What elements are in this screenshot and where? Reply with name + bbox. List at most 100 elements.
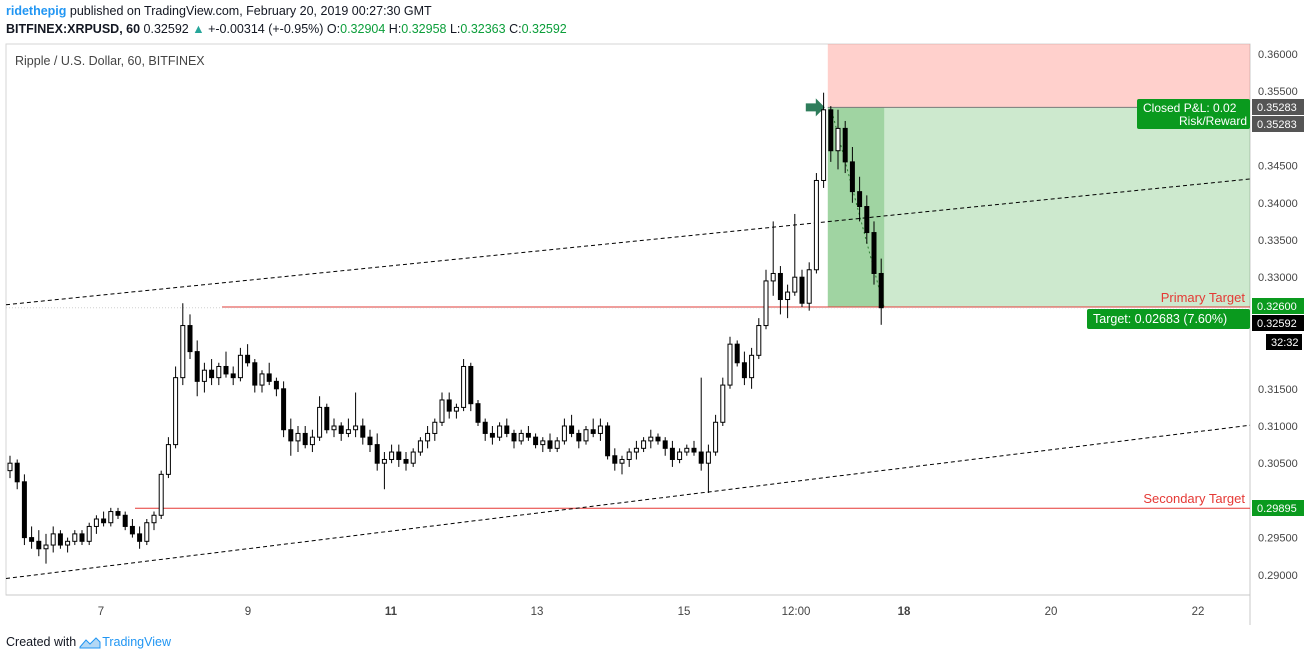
x-tick-label: 12:00 (782, 606, 811, 618)
candle (295, 426, 301, 453)
candle-body (122, 514, 128, 527)
stop-loss-zone[interactable] (827, 44, 1250, 108)
candle-body (453, 406, 459, 412)
published-text: published on TradingView.com, February 2… (66, 4, 432, 18)
candle (533, 433, 539, 449)
candle-body (309, 436, 315, 446)
candle (345, 418, 351, 438)
x-tick-label: 18 (898, 606, 911, 618)
candle (504, 418, 510, 438)
candle-body (137, 533, 143, 542)
candle (489, 426, 495, 445)
candle-body (475, 403, 481, 423)
candle (158, 470, 164, 519)
candle (57, 530, 63, 549)
candle-body (432, 421, 438, 434)
candle (741, 351, 747, 386)
tradingview-link[interactable]: TradingView (102, 635, 171, 649)
candle-body (439, 399, 445, 423)
target-label[interactable]: Target: 0.02683 (7.60%) (1087, 309, 1250, 329)
candle (569, 414, 575, 438)
candle (216, 362, 222, 386)
candle (619, 455, 625, 475)
candle-body (165, 444, 171, 475)
y-tick-label: 0.36000 (1258, 49, 1298, 61)
candle (50, 526, 56, 553)
candle-body (209, 369, 215, 379)
candle-body (662, 440, 668, 449)
candle-body (597, 425, 603, 434)
candle (367, 429, 373, 453)
candle (21, 474, 27, 546)
profit-zone[interactable] (827, 107, 1250, 307)
y-tick-label: 0.33500 (1258, 235, 1298, 247)
candle (396, 444, 402, 467)
candle (770, 221, 776, 296)
candle-body (72, 533, 78, 542)
entry-arrow-icon (805, 98, 825, 117)
price-badge: 0.35283 (1252, 116, 1304, 132)
candle-body (641, 440, 647, 449)
channel-lower-line[interactable] (5, 424, 1251, 580)
candle-body (835, 127, 841, 152)
candle-body (237, 354, 243, 379)
candle (165, 437, 171, 479)
candle (554, 437, 560, 453)
candle-body (281, 388, 287, 431)
candle (763, 269, 769, 330)
candle-body (216, 365, 222, 379)
candle (122, 511, 128, 531)
candle (576, 429, 582, 449)
candle-body (605, 425, 611, 457)
candle (115, 507, 121, 519)
candle (360, 418, 366, 445)
candle-body (252, 362, 258, 386)
candle-body (108, 511, 114, 524)
candle-body (331, 425, 337, 431)
candle (137, 526, 143, 549)
candle (828, 106, 834, 162)
publish-info: ridethepig published on TradingView.com,… (6, 4, 432, 18)
y-tick-label: 0.29000 (1258, 570, 1298, 582)
candle-body (799, 276, 805, 304)
candle-body (187, 325, 193, 353)
candle-body (79, 533, 85, 542)
candle-body (446, 399, 452, 412)
candle-body (57, 533, 63, 546)
x-tick-label: 9 (245, 606, 251, 618)
price-badge: 32:32 (1266, 334, 1302, 350)
candle-body (518, 432, 524, 442)
author-link[interactable]: ridethepig (6, 4, 67, 18)
target-text: Target: 0.02683 (7.60%) (1093, 312, 1227, 326)
candle (511, 429, 517, 449)
candle (432, 418, 438, 441)
candle-body (50, 533, 56, 546)
candle-body (461, 365, 467, 408)
candle (403, 452, 409, 471)
candle (187, 314, 193, 360)
x-tick-label: 11 (385, 606, 398, 618)
price-badge-text: 0.32600 (1257, 301, 1297, 313)
candle (173, 366, 179, 449)
candle (446, 392, 452, 419)
candle-body (338, 425, 344, 434)
candle (417, 437, 423, 456)
candle (633, 440, 639, 460)
price-badge: 0.35283 (1252, 99, 1304, 115)
candle-body (813, 179, 819, 271)
candle-body (29, 537, 35, 542)
candle (525, 426, 531, 441)
candle (194, 340, 200, 397)
channel-upper-line[interactable] (5, 178, 1251, 306)
last-price: 0.32592 (143, 22, 189, 36)
candle (821, 92, 827, 188)
candle (439, 392, 445, 426)
tradingview-logo-icon (79, 637, 101, 649)
price-badge-text: 32:32 (1271, 337, 1299, 349)
candle-body (410, 451, 416, 464)
x-tick-label: 7 (98, 606, 104, 618)
candle (302, 426, 308, 449)
candle (612, 448, 618, 471)
